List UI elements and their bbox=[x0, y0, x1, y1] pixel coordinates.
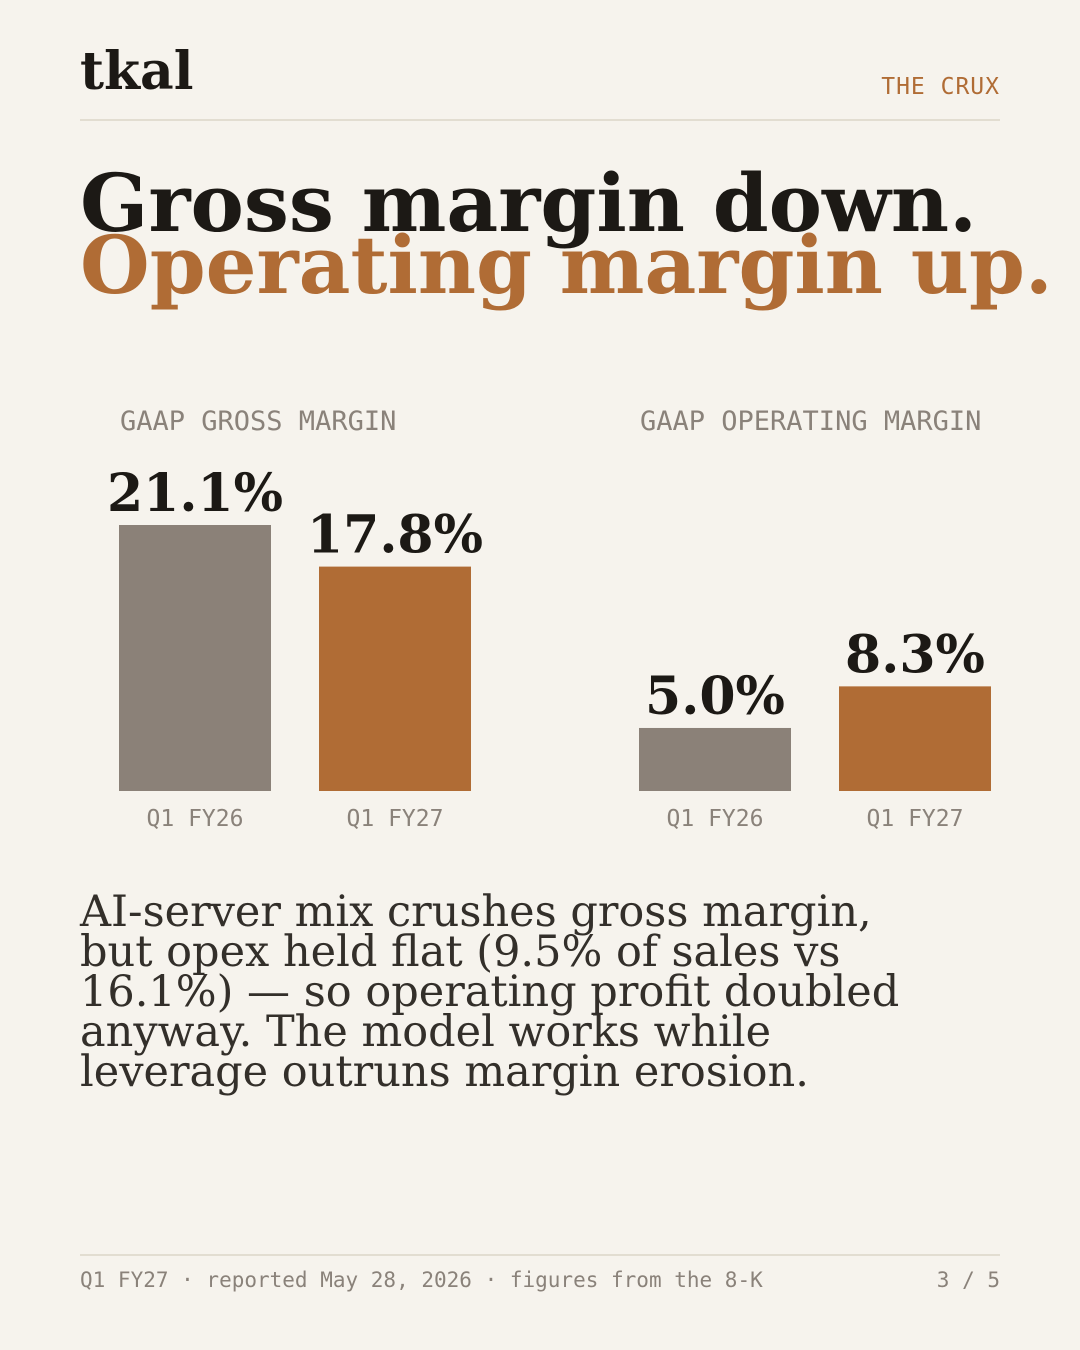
bar-value-label: 5.0% bbox=[645, 666, 785, 727]
chart-title: GAAP OPERATING MARGIN bbox=[640, 406, 981, 437]
body-line: 16.1%) — so operating profit doubled bbox=[80, 967, 900, 1017]
body-line: anyway. The model works while bbox=[80, 1007, 772, 1057]
page-indicator: 3 / 5 bbox=[936, 1268, 1000, 1292]
chart-title: GAAP GROSS MARGIN bbox=[120, 406, 396, 437]
x-tick-label: Q1 FY27 bbox=[867, 806, 964, 832]
bar-value-label: 21.1% bbox=[107, 463, 283, 524]
bar bbox=[839, 686, 991, 791]
section-tag: THE CRUX bbox=[881, 74, 1000, 100]
brand-logo: tkal bbox=[80, 41, 194, 102]
bar-value-label: 17.8% bbox=[307, 505, 483, 566]
x-tick-label: Q1 FY26 bbox=[147, 806, 244, 832]
x-tick-label: Q1 FY26 bbox=[667, 806, 764, 832]
bar bbox=[319, 566, 471, 791]
headline: Gross margin down. Operating margin up. bbox=[80, 156, 1080, 312]
headline-line-2: Operating margin up. bbox=[80, 218, 1053, 312]
body-line: but opex held flat (9.5% of sales vs bbox=[80, 927, 841, 977]
margin-bar-charts: GAAP GROSS MARGIN 21.1% Q1 FY26 17.8% Q1 FY2… bbox=[107, 406, 991, 832]
footer-note: Q1 FY27 · reported May 28, 2026 · figure… bbox=[80, 1268, 763, 1292]
x-tick-label: Q1 FY27 bbox=[347, 806, 444, 832]
bar bbox=[119, 525, 271, 791]
bar bbox=[639, 727, 791, 791]
header-divider bbox=[80, 119, 1000, 121]
bar-value-label: 8.3% bbox=[845, 624, 985, 685]
body-text: AI-server mix crushes gross margin, but … bbox=[80, 887, 1010, 1097]
body-line: leverage outruns margin erosion. bbox=[80, 1047, 809, 1097]
body-line: AI-server mix crushes gross margin, bbox=[80, 887, 872, 937]
footer-divider bbox=[80, 1254, 1000, 1256]
headline-line-1: Gross margin down. bbox=[80, 156, 977, 250]
